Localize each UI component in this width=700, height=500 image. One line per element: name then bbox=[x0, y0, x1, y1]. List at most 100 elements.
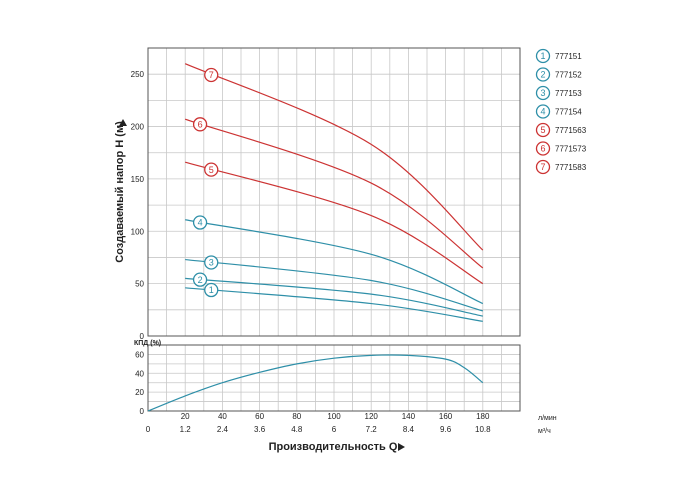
series-marker-circle bbox=[204, 162, 219, 177]
x-axis-arrow-icon bbox=[398, 443, 405, 451]
head-curve-marker-3: 3 bbox=[204, 255, 219, 270]
x-tick-label-lmin: 40 bbox=[218, 412, 227, 421]
head-panel-frame bbox=[147, 47, 521, 337]
series-marker-circle bbox=[535, 141, 551, 156]
legend-marker-7: 7 bbox=[535, 159, 551, 175]
efficiency-y-tick-label: 60 bbox=[135, 350, 144, 359]
efficiency-curve bbox=[147, 354, 484, 412]
series-marker-circle bbox=[535, 159, 551, 175]
x-tick-label-lmin: 160 bbox=[439, 412, 453, 421]
series-marker-circle bbox=[204, 67, 219, 83]
series-marker-circle bbox=[192, 272, 208, 287]
series-marker-number: 2 bbox=[198, 275, 203, 285]
series-marker-circle bbox=[204, 282, 219, 298]
legend-label-3: 777153 bbox=[555, 89, 582, 98]
head-curve-marker-4: 4 bbox=[192, 215, 208, 230]
head-series-group: 123 4 5 6 7 bbox=[184, 63, 484, 322]
legend-label-2: 777152 bbox=[555, 71, 582, 80]
series-marker-number: 5 bbox=[540, 125, 545, 135]
head-y-tick-label: 0 bbox=[140, 332, 145, 341]
series-marker-number: 6 bbox=[540, 144, 545, 154]
lmin-unit-label: л/мин bbox=[538, 415, 557, 422]
series-marker-number: 3 bbox=[540, 88, 545, 98]
legend-label-1: 777151 bbox=[555, 52, 582, 61]
series-marker-number: 6 bbox=[198, 120, 203, 130]
head-curve-1 bbox=[185, 287, 483, 322]
head-curve-marker-5: 5 bbox=[204, 162, 219, 177]
series-marker-circle bbox=[204, 255, 219, 270]
series-marker-circle bbox=[535, 122, 551, 138]
head-curve-4 bbox=[185, 219, 484, 305]
head-panel-grid bbox=[148, 48, 520, 336]
series-marker-number: 4 bbox=[540, 107, 545, 117]
efficiency-series-group bbox=[147, 354, 484, 412]
legend-label-6: 7771573 bbox=[555, 145, 587, 154]
x-tick-label-m3h: 9.6 bbox=[440, 425, 452, 434]
legend-marker-2: 2 bbox=[535, 67, 551, 82]
legend-marker-4: 4 bbox=[535, 104, 551, 119]
head-y-tick-label: 100 bbox=[131, 227, 145, 236]
series-marker-number: 3 bbox=[209, 258, 214, 268]
efficiency-y-axis-label: КПД (%) bbox=[134, 340, 161, 347]
legend-marker-6: 6 bbox=[535, 141, 551, 156]
x-tick-label-lmin: 140 bbox=[402, 412, 416, 421]
series-marker-number: 5 bbox=[209, 165, 214, 175]
series-marker-circle bbox=[192, 215, 208, 230]
head-y-tick-label: 250 bbox=[131, 70, 145, 79]
legend-label-7: 7771583 bbox=[555, 163, 587, 172]
efficiency-y-tick-label: 40 bbox=[135, 369, 144, 378]
legend-marker-1: 1 bbox=[535, 48, 551, 64]
x-tick-label-lmin: 180 bbox=[476, 412, 490, 421]
x-tick-label-lmin: 120 bbox=[365, 412, 379, 421]
x-tick-label-m3h: 0 bbox=[146, 425, 151, 434]
x-tick-label-m3h: 4.8 bbox=[291, 425, 303, 434]
head-curve-7 bbox=[184, 63, 484, 251]
head-y-tick-label: 200 bbox=[131, 123, 145, 132]
head-y-axis-arrow-icon bbox=[119, 119, 127, 126]
legend-label-4: 777154 bbox=[555, 108, 582, 117]
head-y-tick-label: 150 bbox=[131, 175, 145, 184]
head-curve-2 bbox=[185, 277, 483, 317]
series-marker-number: 7 bbox=[209, 70, 214, 80]
x-tick-label-lmin: 80 bbox=[292, 412, 301, 421]
series-marker-circle bbox=[535, 48, 551, 64]
head-y-axis-label: Создаваемый напор H (м) bbox=[114, 121, 126, 263]
head-curve-marker-2: 2 bbox=[192, 272, 208, 287]
x-tick-label-m3h: 8.4 bbox=[403, 425, 415, 434]
series-marker-number: 4 bbox=[198, 218, 203, 228]
x-tick-label-m3h: 6 bbox=[332, 425, 337, 434]
x-tick-label-lmin: 60 bbox=[255, 412, 264, 421]
series-marker-number: 1 bbox=[209, 285, 214, 295]
series-marker-circle bbox=[535, 104, 551, 119]
series-marker-circle bbox=[192, 117, 208, 132]
legend-marker-5: 5 bbox=[535, 122, 551, 138]
head-curve-5 bbox=[185, 161, 484, 285]
x-tick-label-lmin: 100 bbox=[327, 412, 341, 421]
series-marker-number: 2 bbox=[540, 70, 545, 80]
x-tick-label-m3h: 3.6 bbox=[254, 425, 266, 434]
x-axis-label: Производительность Q bbox=[269, 441, 398, 453]
m3h-unit-label: м³/ч bbox=[538, 428, 551, 435]
x-tick-label-m3h: 2.4 bbox=[217, 425, 229, 434]
head-curve-marker-7: 7 bbox=[204, 67, 219, 83]
head-curve-6 bbox=[185, 118, 484, 269]
head-curve-marker-6: 6 bbox=[192, 117, 208, 132]
series-marker-circle bbox=[535, 67, 551, 82]
head-y-tick-label: 50 bbox=[135, 280, 144, 289]
head-curve-3 bbox=[185, 258, 483, 312]
x-tick-label-m3h: 7.2 bbox=[366, 425, 378, 434]
legend-label-5: 7771563 bbox=[555, 126, 587, 135]
head-curve-marker-1: 1 bbox=[204, 282, 219, 298]
efficiency-y-tick-label: 20 bbox=[135, 388, 144, 397]
legend-marker-3: 3 bbox=[535, 85, 551, 101]
x-tick-label-m3h: 10.8 bbox=[475, 425, 491, 434]
efficiency-y-tick-label: 0 bbox=[140, 407, 145, 416]
efficiency-panel-grid bbox=[148, 345, 520, 411]
x-tick-label-lmin: 20 bbox=[181, 412, 190, 421]
x-tick-label-m3h: 1.2 bbox=[180, 425, 192, 434]
series-marker-number: 7 bbox=[540, 162, 545, 172]
efficiency-panel-frame bbox=[147, 344, 521, 412]
